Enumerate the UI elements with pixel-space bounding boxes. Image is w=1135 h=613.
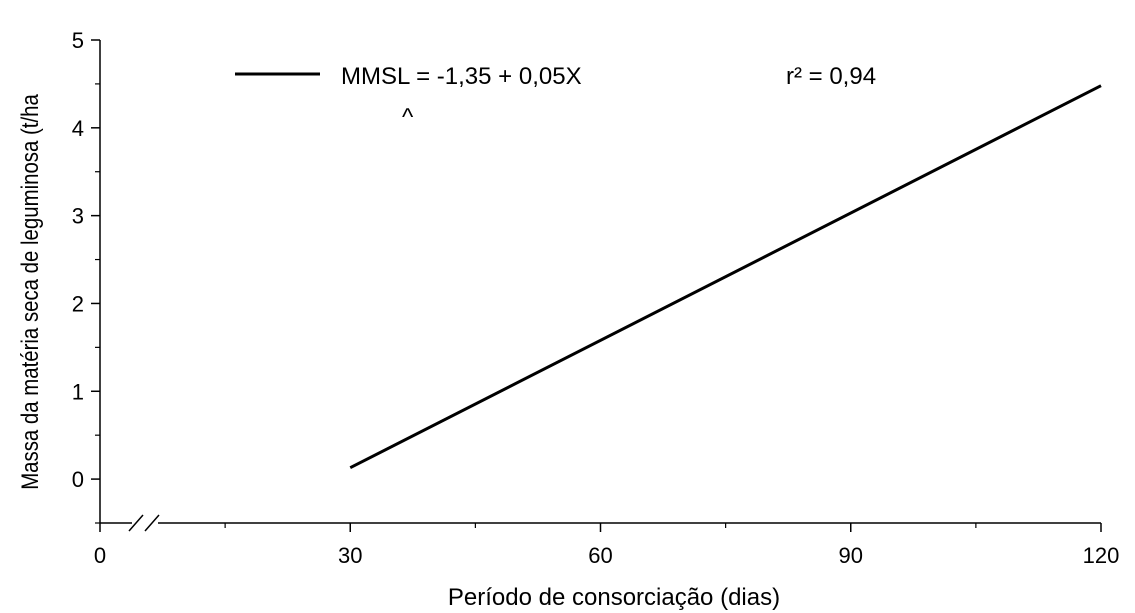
y-ticks: 0 1 2 3 4 5 bbox=[72, 28, 100, 524]
legend-equation: MMSL = -1,35 + 0,05X bbox=[341, 63, 582, 90]
x-axis-title: Período de consorciação (dias) bbox=[448, 584, 780, 611]
y-tick-label: 5 bbox=[72, 28, 84, 53]
axis-break-mark-2 bbox=[144, 514, 160, 532]
y-tick-label: 1 bbox=[72, 379, 84, 404]
legend-equation-hat: ^ bbox=[402, 104, 414, 131]
y-tick-label: 3 bbox=[72, 204, 84, 229]
x-ticks: 0 30 60 90 120 bbox=[94, 523, 1119, 568]
legend-r2: r² = 0,94 bbox=[786, 63, 876, 90]
y-tick-label: 4 bbox=[72, 116, 84, 141]
y-tick-label: 0 bbox=[72, 467, 84, 492]
x-tick-label: 30 bbox=[338, 543, 362, 568]
y-axis-title: Massa da matéria seca de leguminosa (t/h… bbox=[16, 94, 43, 490]
series-line-mmsl bbox=[349, 84, 1102, 470]
y-tick-label: 2 bbox=[72, 291, 84, 316]
x-tick-label: 60 bbox=[588, 543, 612, 568]
axis-break-mark-1 bbox=[128, 514, 144, 532]
x-tick-label: 120 bbox=[1083, 543, 1120, 568]
x-tick-label: 0 bbox=[94, 543, 106, 568]
x-tick-label: 90 bbox=[839, 543, 863, 568]
